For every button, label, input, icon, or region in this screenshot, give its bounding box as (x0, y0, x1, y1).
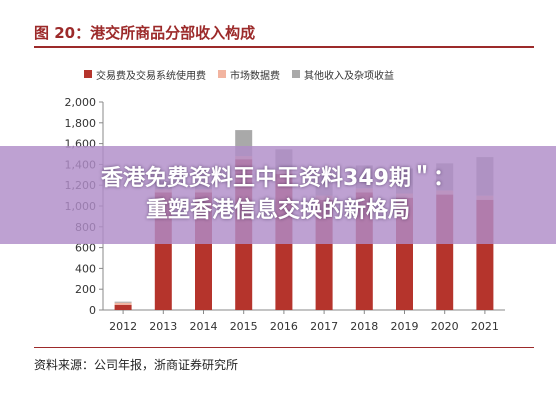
legend-swatch-other (292, 70, 300, 78)
x-tick-label: 2017 (310, 320, 338, 333)
x-tick-label: 2016 (270, 320, 298, 333)
legend-swatch-trading (84, 70, 92, 78)
y-tick-label: 2,000 (65, 96, 97, 109)
y-tick-label: 200 (75, 283, 96, 296)
x-tick-label: 2020 (431, 320, 459, 333)
y-tick-label: 1,800 (65, 117, 97, 130)
x-tick-label: 2014 (190, 320, 218, 333)
overlay-banner: 香港免费资料王中王资料349期＂： 重塑香港信息交换的新格局 (0, 146, 556, 244)
x-tick-label: 2013 (149, 320, 177, 333)
bar-segment (114, 302, 132, 305)
legend-label-other: 其他收入及杂项收益 (304, 70, 394, 82)
figure-title: 图 20：港交所商品分部收入构成 (34, 24, 256, 42)
y-tick-label: 400 (75, 262, 96, 275)
x-tick-label: 2021 (471, 320, 499, 333)
legend-label-market-data: 市场数据费 (230, 70, 280, 82)
y-tick-label: 600 (75, 242, 96, 255)
banner-line-2: 重塑香港信息交换的新格局 (145, 198, 410, 223)
x-tick-label: 2015 (230, 320, 258, 333)
legend-item-trading: 交易费及交易系统使用费 (84, 67, 206, 82)
y-tick-label: 0 (89, 304, 96, 317)
bar-segment (114, 301, 132, 303)
x-tick-label: 2018 (350, 320, 378, 333)
x-tick-label: 2019 (391, 320, 419, 333)
figure-header: 图 20：港交所商品分部收入构成 (34, 10, 534, 48)
chart-legend: 交易费及交易系统使用费 市场数据费 其他收入及杂项收益 (84, 66, 394, 82)
figure-source: 资料来源：公司年报，浙商证券研究所 (34, 347, 534, 373)
bar-segment (114, 304, 132, 310)
x-tick-label: 2012 (109, 320, 137, 333)
legend-swatch-market-data (218, 70, 226, 78)
banner-line-1: 香港免费资料王中王资料349期＂： (101, 166, 455, 191)
legend-label-trading: 交易费及交易系统使用费 (96, 70, 206, 82)
legend-item-other: 其他收入及杂项收益 (292, 67, 394, 82)
legend-item-market-data: 市场数据费 (218, 67, 280, 82)
